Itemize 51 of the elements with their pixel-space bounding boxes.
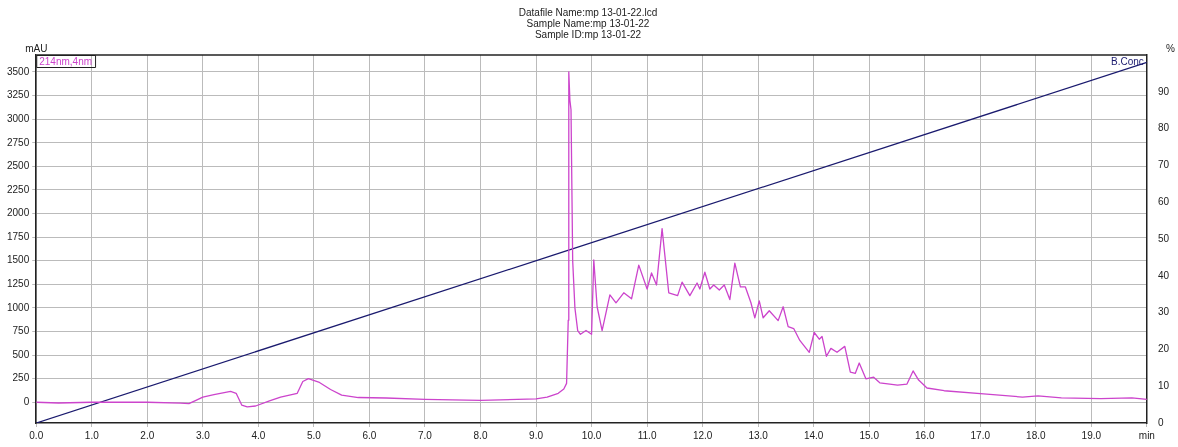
y-tick-label: 1250 [7,278,30,290]
y2-tick-label: 20 [1157,343,1170,355]
series-label: B.Conc [1111,55,1144,67]
y-tick-label: 3500 [7,65,30,77]
y2-tick-label: 30 [1157,306,1170,318]
y-tick-label: 3250 [7,89,30,101]
x-tick-label: min [1138,429,1155,441]
y2-tick-label: 40 [1157,269,1170,281]
x-tick-label: 8.0 [473,429,488,441]
y-tick-label: 3000 [7,112,30,124]
y2-tick-label: 80 [1157,122,1170,134]
y2-tick-label: 90 [1157,85,1170,97]
y-tick-label: 2000 [7,207,30,219]
x-tick-label: 17.0 [970,429,991,441]
y-tick-label: 500 [12,348,30,360]
y-tick-label: 750 [12,325,30,337]
chart-title: Datafile Name:mp 13-01-22.lcd Sample Name:mp 13-01-22 Sample ID:mp 13-01-22 [518,7,658,41]
x-tick-label: 5.0 [306,429,322,441]
y-tick-label: 1000 [7,301,30,313]
y-tick-label: 1500 [7,254,30,266]
x-tick-label: 18.0 [1026,429,1046,441]
y2-axis-title: % [1166,42,1175,54]
y2-tick-label: 10 [1157,379,1170,391]
x-tick-label: 15.0 [859,429,880,441]
x-tick-label: 10.0 [581,429,602,441]
x-tick-label: 16.0 [915,429,935,441]
x-tick-label: 0.0 [29,429,44,441]
y2-tick-label: 50 [1157,232,1170,244]
x-tick-label: 3.0 [195,429,211,441]
x-tick-label: 2.0 [140,429,155,441]
y-tick-label: 0 [23,395,30,407]
x-tick-label: 12.0 [692,429,713,441]
y-tick-label: 2250 [7,183,30,195]
x-tick-label: 19.0 [1081,429,1102,441]
y-tick-label: 250 [12,372,30,384]
y-tick-label: 2750 [7,136,30,148]
x-tick-label: 4.0 [251,429,266,441]
x-tick-label: 6.0 [362,429,377,441]
x-tick-label: 1.0 [84,429,100,441]
y2-tick-label: 70 [1157,159,1170,171]
x-tick-label: 14.0 [803,429,824,441]
x-tick-label: 13.0 [748,429,769,441]
x-tick-label: 11.0 [637,429,657,441]
text: 214nm,4nm [39,55,93,67]
y-tick-label: 2500 [7,160,30,172]
y2-tick-label: 60 [1157,195,1170,207]
x-tick-label: 7.0 [418,429,433,441]
y2-tick-label: 0 [1157,416,1164,428]
y-tick-label: 1750 [7,230,30,242]
y-axis-title: mAU [25,42,48,54]
x-tick-label: 9.0 [529,429,544,441]
